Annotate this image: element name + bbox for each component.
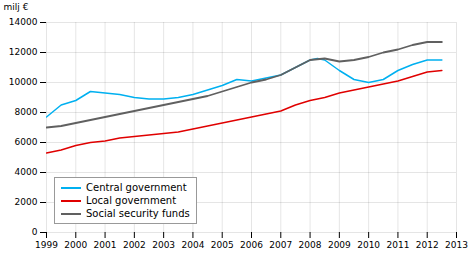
svg-text:8000: 8000 xyxy=(15,107,38,117)
svg-text:2000: 2000 xyxy=(64,240,87,250)
svg-text:1999: 1999 xyxy=(35,240,58,250)
html-text:Local government: Local government xyxy=(86,195,177,206)
svg-text:2003: 2003 xyxy=(152,240,175,250)
svg-text:2008: 2008 xyxy=(299,240,322,250)
svg-text:2004: 2004 xyxy=(181,240,204,250)
svg-text:10000: 10000 xyxy=(9,77,38,87)
html-text:Social security funds: Social security funds xyxy=(86,208,190,219)
svg-text:2002: 2002 xyxy=(123,240,146,250)
html-text:Central government: Central government xyxy=(86,182,187,193)
svg-text:2006: 2006 xyxy=(240,240,263,250)
svg-text:2007: 2007 xyxy=(269,240,292,250)
svg-text:2000: 2000 xyxy=(15,197,38,207)
svg-text:12000: 12000 xyxy=(9,47,38,57)
svg-text:2011: 2011 xyxy=(386,240,409,250)
svg-text:2010: 2010 xyxy=(357,240,380,250)
svg-text:2013: 2013 xyxy=(445,240,468,250)
svg-text:4000: 4000 xyxy=(15,167,38,177)
svg-text:2012: 2012 xyxy=(416,240,439,250)
svg-text:2001: 2001 xyxy=(94,240,117,250)
svg-text:milj €: milj € xyxy=(4,2,29,12)
svg-text:2005: 2005 xyxy=(211,240,234,250)
svg-text:0: 0 xyxy=(32,227,38,237)
svg-text:2009: 2009 xyxy=(328,240,351,250)
svg-text:6000: 6000 xyxy=(15,137,38,147)
svg-text:14000: 14000 xyxy=(9,17,38,27)
